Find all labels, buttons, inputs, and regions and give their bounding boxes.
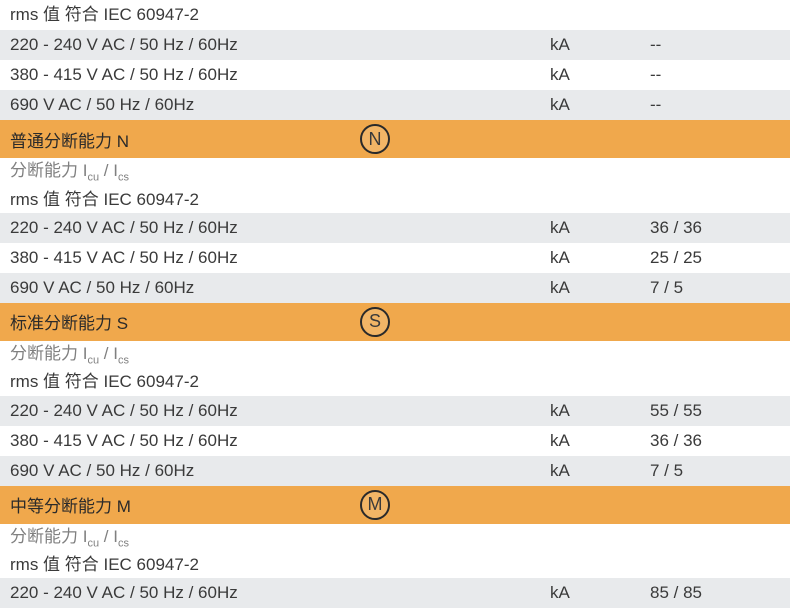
section-header-n: 普通分断能力 N N <box>0 120 790 158</box>
circle-m-icon: M <box>360 490 390 520</box>
row-label: 220 - 240 V AC / 50 Hz / 60Hz <box>0 31 360 59</box>
table-row: 690 V AC / 50 Hz / 60Hz kA -- <box>0 90 790 120</box>
row-label: 220 - 240 V AC / 50 Hz / 60Hz <box>0 397 360 425</box>
row-value: 7 / 5 <box>640 274 790 302</box>
row-label: 690 V AC / 50 Hz / 60Hz <box>0 274 360 302</box>
rms-heading-row: rms 值 符合 IEC 60947-2 <box>0 0 790 30</box>
row-label: 380 - 415 V AC / 50 Hz / 60Hz <box>0 427 360 455</box>
row-label: 220 - 240 V AC / 50 Hz / 60Hz <box>0 214 360 242</box>
sub-heading-row: 分断能力 Icu / Ics rms 值 符合 IEC 60947-2 <box>0 158 790 213</box>
table-row: 380 - 415 V AC / 50 Hz / 60Hz kA -- <box>0 60 790 90</box>
table-row: 690 V AC / 50 Hz / 60Hz kA 7 / 5 <box>0 456 790 486</box>
row-value: 36 / 36 <box>640 427 790 455</box>
rms-line: rms 值 符合 IEC 60947-2 <box>0 187 790 213</box>
row-unit: kA <box>540 579 640 607</box>
row-unit: kA <box>540 274 640 302</box>
row-unit: kA <box>540 31 640 59</box>
table-row: 690 V AC / 50 Hz / 60Hz kA 7 / 5 <box>0 273 790 303</box>
row-value: -- <box>640 31 790 59</box>
row-unit: kA <box>540 91 640 119</box>
row-value: 7 / 5 <box>640 457 790 485</box>
section-header-m: 中等分断能力 M M <box>0 486 790 524</box>
table-row: 380 - 415 V AC / 50 Hz / 60Hz kA 25 / 25 <box>0 243 790 273</box>
capacity-line: 分断能力 Icu / Ics <box>0 341 790 370</box>
row-label: 690 V AC / 50 Hz / 60Hz <box>0 457 360 485</box>
row-label: 690 V AC / 50 Hz / 60Hz <box>0 91 360 119</box>
circle-s-icon: S <box>360 307 390 337</box>
row-value: -- <box>640 91 790 119</box>
rms-line: rms 值 符合 IEC 60947-2 <box>0 369 790 395</box>
row-value: 36 / 36 <box>640 214 790 242</box>
section-title: 普通分断能力 N <box>0 123 360 156</box>
capacity-line: 分断能力 Icu / Ics <box>0 158 790 187</box>
row-unit: kA <box>540 61 640 89</box>
table-row: 220 - 240 V AC / 50 Hz / 60Hz kA 36 / 36 <box>0 213 790 243</box>
row-label: 220 - 240 V AC / 50 Hz / 60Hz <box>0 579 360 607</box>
row-unit: kA <box>540 457 640 485</box>
spec-table: rms 值 符合 IEC 60947-2 220 - 240 V AC / 50… <box>0 0 790 608</box>
row-unit: kA <box>540 427 640 455</box>
row-label: 380 - 415 V AC / 50 Hz / 60Hz <box>0 61 360 89</box>
row-value: -- <box>640 61 790 89</box>
table-row: 380 - 415 V AC / 50 Hz / 60Hz kA 36 / 36 <box>0 426 790 456</box>
section-title: 中等分断能力 M <box>0 488 360 521</box>
row-unit: kA <box>540 214 640 242</box>
rms-line: rms 值 符合 IEC 60947-2 <box>0 552 790 578</box>
table-row: 220 - 240 V AC / 50 Hz / 60Hz kA -- <box>0 30 790 60</box>
table-row: 220 - 240 V AC / 50 Hz / 60Hz kA 55 / 55 <box>0 396 790 426</box>
capacity-line: 分断能力 Icu / Ics <box>0 524 790 553</box>
section-header-s: 标准分断能力 S S <box>0 303 790 341</box>
row-value: 85 / 85 <box>640 579 790 607</box>
sub-heading-row: 分断能力 Icu / Ics rms 值 符合 IEC 60947-2 <box>0 341 790 396</box>
row-label: 380 - 415 V AC / 50 Hz / 60Hz <box>0 244 360 272</box>
row-unit: kA <box>540 244 640 272</box>
row-value: 25 / 25 <box>640 244 790 272</box>
row-unit: kA <box>540 397 640 425</box>
row-value: 55 / 55 <box>640 397 790 425</box>
section-title: 标准分断能力 S <box>0 305 360 338</box>
sub-heading-row: 分断能力 Icu / Ics rms 值 符合 IEC 60947-2 <box>0 524 790 579</box>
rms-heading: rms 值 符合 IEC 60947-2 <box>0 2 209 28</box>
circle-n-icon: N <box>360 124 390 154</box>
